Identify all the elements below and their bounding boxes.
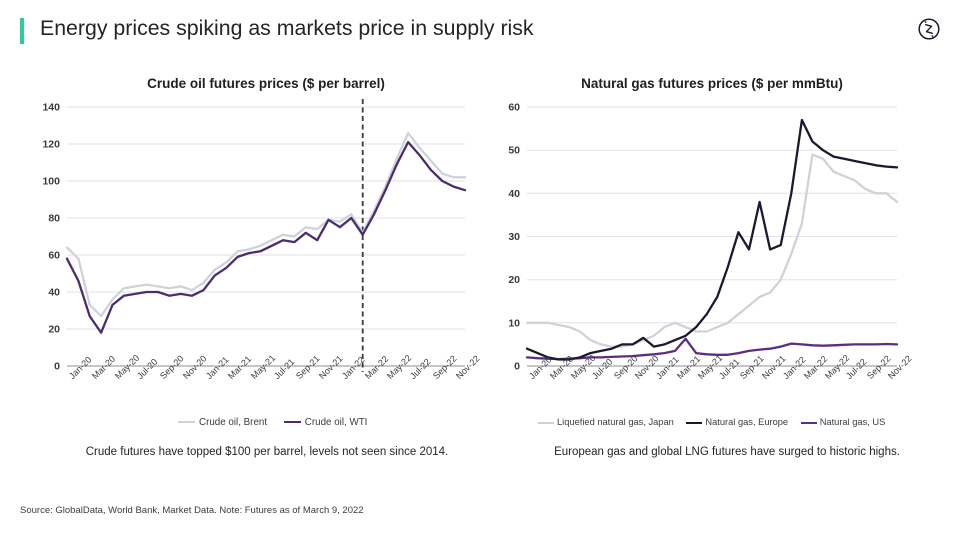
svg-text:10: 10 xyxy=(508,317,520,329)
svg-text:40: 40 xyxy=(508,188,520,200)
svg-text:20: 20 xyxy=(508,274,520,286)
svg-text:60: 60 xyxy=(508,102,520,114)
svg-text:50: 50 xyxy=(508,145,520,157)
svg-text:0: 0 xyxy=(514,361,520,373)
svg-text:30: 30 xyxy=(508,231,520,243)
